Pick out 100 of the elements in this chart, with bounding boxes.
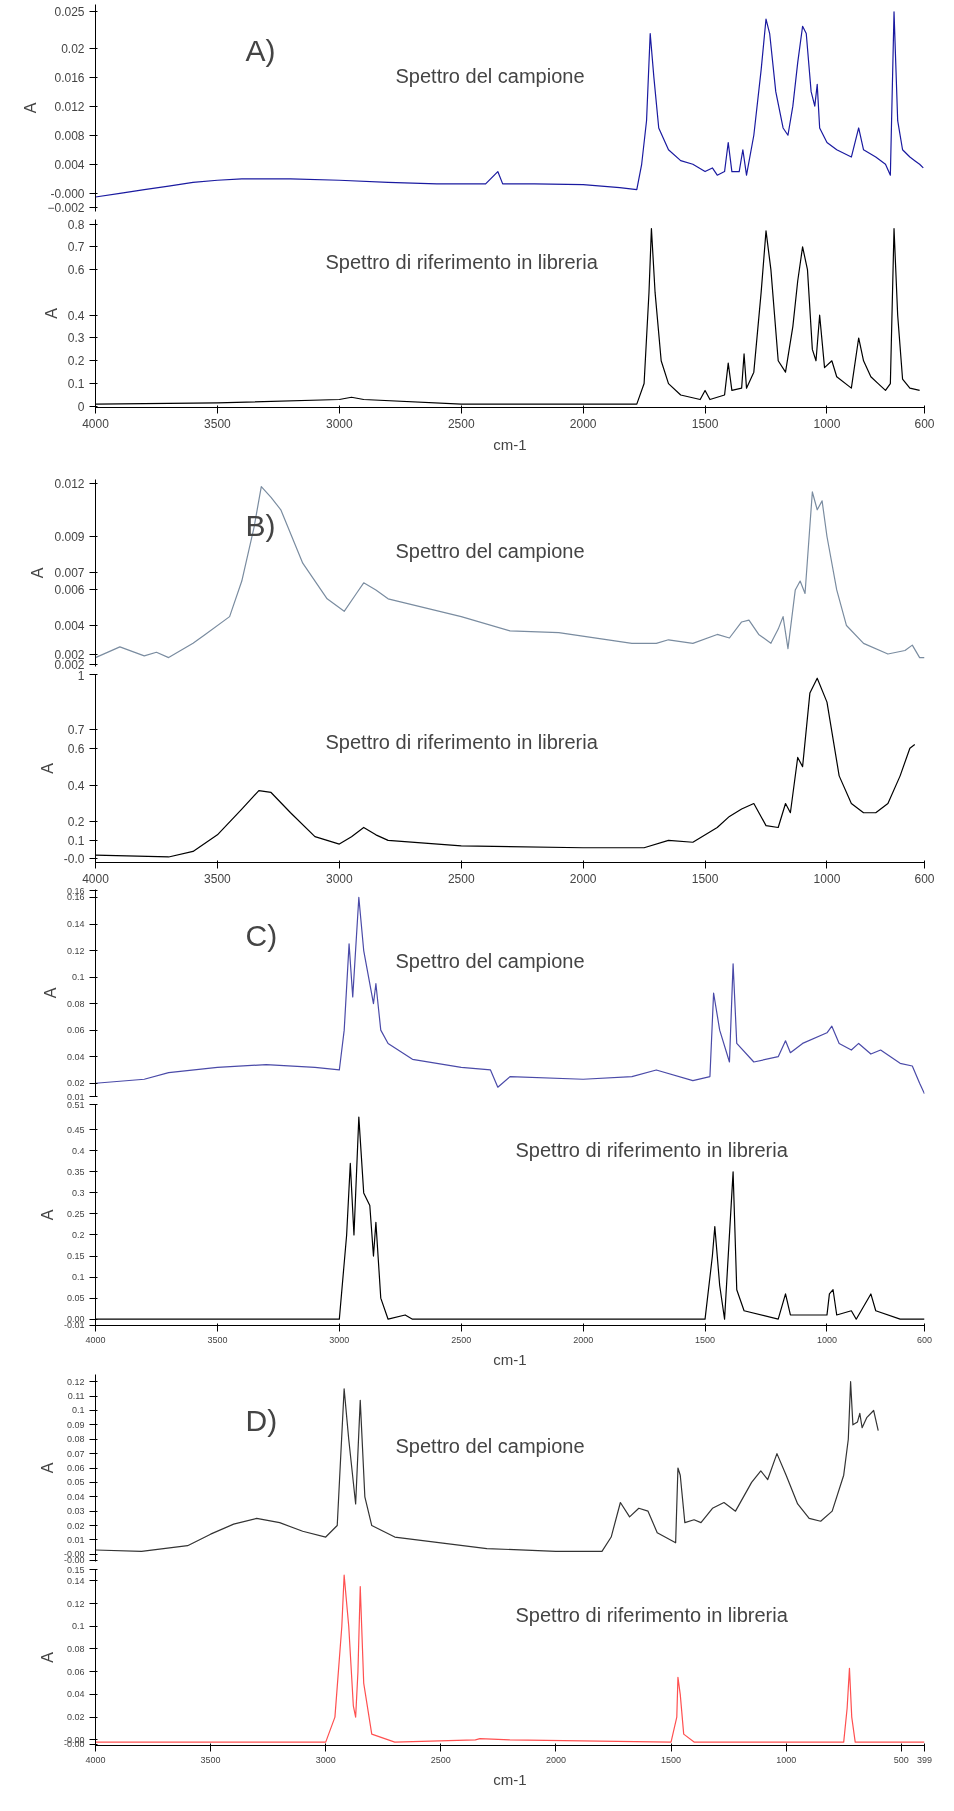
y-tick-label: 0.08: [66, 998, 85, 1009]
x-tick-label: 1500: [691, 416, 719, 431]
x-tick-label: 1000: [776, 1754, 797, 1765]
y-tick-label: 0.1: [67, 377, 85, 392]
y-tick-label: 0.06: [66, 1666, 85, 1677]
x-tick-label: 2000: [569, 871, 597, 886]
x-tick-label: 4000: [82, 416, 110, 431]
annotation: B): [245, 508, 276, 542]
y-tick-label: 0.04: [66, 1689, 85, 1700]
y-tick-label: -0.0: [63, 852, 85, 867]
y-tick-label: 0.14: [66, 1575, 85, 1586]
y-tick-label: 0.012: [54, 476, 85, 491]
line-series: [95, 486, 925, 659]
y-tick-label: 0.6: [67, 263, 85, 278]
x-tick-label: 3000: [325, 871, 353, 886]
y-tick-label: 0.06: [66, 1025, 85, 1036]
annotation: Spettro del campione: [395, 949, 585, 972]
x-tick-label: 3500: [204, 871, 232, 886]
x-tick-label: 600: [914, 416, 935, 431]
y-tick-label: 0.007: [54, 565, 85, 580]
annotation: Spettro di riferimento in libreria: [515, 1603, 789, 1626]
y-tick-label: 0.004: [54, 619, 85, 634]
annotation: Spettro di riferimento in libreria: [515, 1138, 789, 1161]
y-tick-label: 0.3: [71, 1187, 85, 1198]
y-tick-label: 0.006: [54, 583, 85, 598]
x-tick-label: 3500: [200, 1754, 221, 1765]
y-tick-label: 0.08: [66, 1643, 85, 1654]
y-tick-label: −0.002: [47, 201, 85, 216]
x-tick-label: 1000: [813, 416, 841, 431]
annotation: Spettro del campione: [395, 1434, 585, 1457]
x-tick-label: 3000: [325, 416, 353, 431]
y-tick-label: 0.1: [71, 972, 85, 983]
y-tick-label: 0.12: [66, 945, 85, 956]
y-tick-label: 0.04: [66, 1491, 85, 1502]
x-axis-title: cm-1: [493, 1350, 527, 1368]
x-tick-label: 2000: [573, 1334, 594, 1345]
x-tick-label: 399: [916, 1754, 933, 1765]
annotation: Spettro del campione: [395, 64, 585, 87]
x-axis-title: cm-1: [493, 435, 527, 453]
y-tick-label: 0.2: [67, 354, 85, 369]
y-tick-label: 0.2: [67, 815, 85, 830]
y-tick-label: 0.1: [71, 1621, 85, 1632]
y-tick-label: 0.01: [66, 1534, 85, 1545]
x-tick-label: 2500: [451, 1334, 472, 1345]
y-tick-label: 0.009: [54, 529, 85, 544]
x-tick-label: 3000: [315, 1754, 336, 1765]
y-tick-label: 0.01: [66, 1091, 85, 1102]
x-tick-label: 4000: [85, 1334, 106, 1345]
x-tick-label: 1000: [816, 1334, 837, 1345]
annotation: C): [245, 918, 278, 952]
x-tick-label: 2500: [447, 871, 475, 886]
y-tick-label: 0.45: [66, 1124, 85, 1135]
y-tick-label: 0.6: [67, 741, 85, 756]
y-axis-title: A: [38, 762, 56, 774]
y-tick-label: 0.02: [66, 1520, 85, 1531]
x-tick-label: 1500: [691, 871, 719, 886]
y-tick-label: 0.02: [61, 41, 85, 56]
y-tick-label: 0.07: [66, 1448, 85, 1459]
x-tick-label: 2000: [545, 1754, 566, 1765]
y-tick-label: 0.51: [66, 1099, 85, 1110]
y-tick-label: 0.15: [66, 1564, 85, 1575]
y-tick-label: 0.02: [66, 1712, 85, 1723]
y-tick-label: 0.8: [67, 217, 85, 232]
x-tick-label: 3500: [207, 1334, 228, 1345]
y-axis-title: A: [38, 1209, 56, 1221]
y-tick-label: 0.1: [67, 833, 85, 848]
x-tick-label: 600: [916, 1334, 933, 1345]
x-tick-label: 600: [914, 871, 935, 886]
y-tick-label: 0.35: [66, 1166, 85, 1177]
x-tick-label: 4000: [85, 1754, 106, 1765]
y-tick-label: 0.1: [71, 1405, 85, 1416]
y-tick-label: 0.3: [67, 331, 85, 346]
y-axis-title: A: [29, 567, 47, 579]
y-tick-label: 0.1: [71, 1272, 85, 1283]
y-tick-label: 0.02: [66, 1078, 85, 1089]
line-series: [95, 1381, 879, 1553]
y-tick-label: 0.03: [66, 1506, 85, 1517]
y-tick-label: 0.4: [71, 1145, 85, 1156]
y-tick-label: 0.11: [67, 1391, 85, 1402]
x-tick-label: 3500: [204, 416, 232, 431]
x-tick-label: 1500: [695, 1334, 716, 1345]
y-axis-title: A: [22, 102, 40, 114]
y-tick-label: 0.04: [66, 1051, 85, 1062]
x-tick-label: 3000: [329, 1334, 350, 1345]
y-tick-label: 0.004: [54, 157, 85, 172]
x-tick-label: 2500: [447, 416, 475, 431]
y-tick-label: -0.000: [50, 186, 85, 201]
y-tick-label: 0.09: [66, 1419, 85, 1430]
x-tick-label: 2500: [430, 1754, 451, 1765]
y-tick-label: 0.4: [67, 308, 85, 323]
y-tick-label: 0.016: [54, 70, 85, 85]
x-tick-label: 500: [893, 1754, 909, 1765]
y-axis-title: A: [41, 987, 59, 999]
y-tick-label: 0: [77, 399, 85, 414]
y-tick-label: 0.08: [66, 1434, 85, 1445]
y-tick-label: 0.7: [67, 723, 85, 738]
y-tick-label: 0.4: [67, 778, 85, 793]
x-tick-label: 1000: [813, 871, 841, 886]
x-tick-label: 4000: [82, 871, 110, 886]
annotation: Spettro di riferimento in libreria: [325, 250, 599, 273]
